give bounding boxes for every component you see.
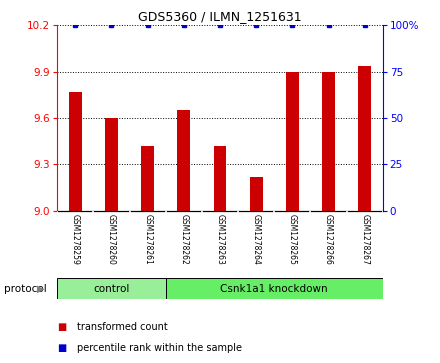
Bar: [166, 278, 383, 299]
Bar: [141, 146, 154, 211]
Text: ■: ■: [57, 343, 66, 354]
Text: protocol: protocol: [4, 284, 47, 294]
Text: GSM1278266: GSM1278266: [324, 214, 333, 265]
Text: ▶: ▶: [37, 284, 45, 294]
Bar: [69, 92, 82, 211]
Text: Csnk1a1 knockdown: Csnk1a1 knockdown: [220, 284, 328, 294]
Text: GSM1278267: GSM1278267: [360, 214, 369, 265]
Text: GSM1278261: GSM1278261: [143, 214, 152, 265]
Title: GDS5360 / ILMN_1251631: GDS5360 / ILMN_1251631: [138, 10, 302, 23]
Bar: [359, 65, 371, 211]
Text: GSM1278265: GSM1278265: [288, 214, 297, 265]
Bar: [322, 72, 335, 211]
Bar: [250, 176, 263, 211]
Text: ■: ■: [57, 322, 66, 332]
Text: control: control: [93, 284, 130, 294]
Text: GSM1278262: GSM1278262: [180, 214, 188, 265]
Text: percentile rank within the sample: percentile rank within the sample: [77, 343, 242, 354]
Text: GSM1278263: GSM1278263: [216, 214, 224, 265]
Text: GSM1278260: GSM1278260: [107, 214, 116, 265]
Text: transformed count: transformed count: [77, 322, 168, 332]
Bar: [177, 110, 190, 211]
Text: GSM1278264: GSM1278264: [252, 214, 260, 265]
Bar: [105, 118, 118, 211]
Bar: [57, 278, 166, 299]
Bar: [214, 146, 226, 211]
Text: GSM1278259: GSM1278259: [71, 214, 80, 265]
Bar: [286, 72, 299, 211]
